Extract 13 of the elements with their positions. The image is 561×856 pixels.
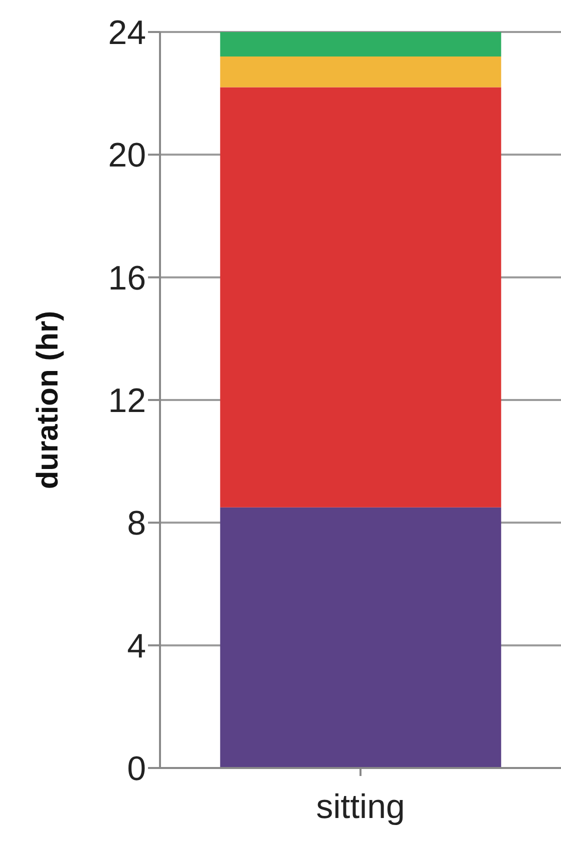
y-tick-label: 4 — [127, 627, 146, 666]
y-tick-label: 16 — [108, 259, 146, 298]
bar — [220, 32, 502, 57]
bar — [220, 507, 502, 768]
y-tick-label: 24 — [108, 14, 146, 52]
bar — [220, 56, 502, 88]
y-axis-title: duration (hr) — [32, 310, 65, 490]
y-tick-label: 0 — [127, 750, 146, 788]
y-tick-label: 12 — [108, 382, 146, 420]
x-tick-label: sitting — [316, 788, 405, 826]
bar — [220, 87, 502, 508]
y-tick-label: 8 — [127, 504, 146, 543]
y-tick-label: 20 — [108, 136, 146, 175]
